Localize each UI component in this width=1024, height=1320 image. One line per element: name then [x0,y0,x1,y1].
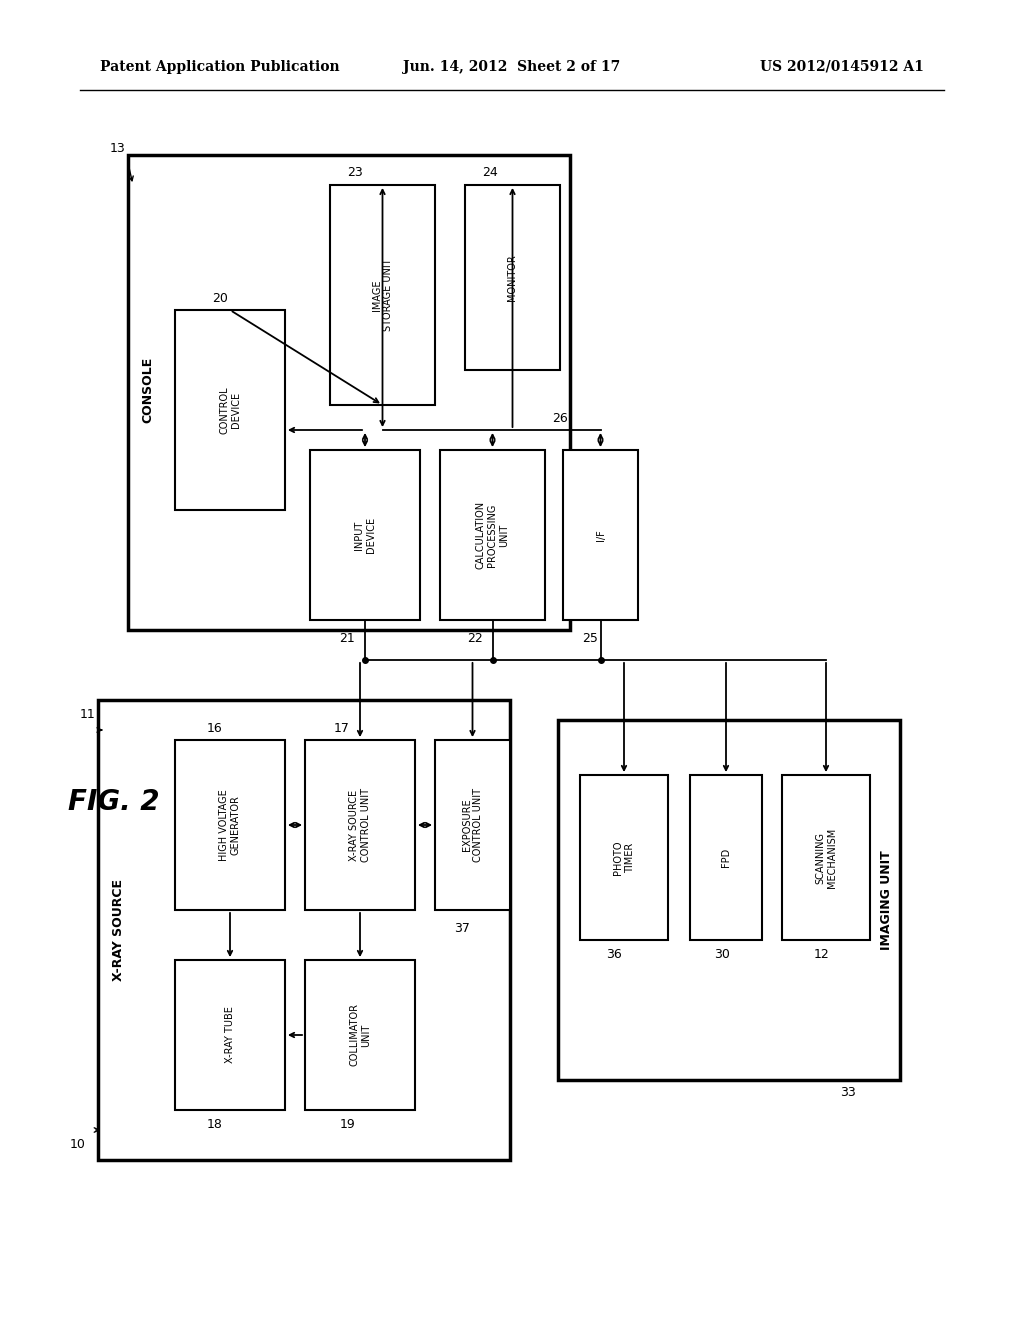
Text: CONTROL
DEVICE: CONTROL DEVICE [219,387,241,434]
Bar [310,450,420,620]
Bar [305,741,415,909]
Text: X-RAY SOURCE: X-RAY SOURCE [112,879,125,981]
Text: MONITOR: MONITOR [508,255,517,301]
Text: 19: 19 [340,1118,356,1131]
Text: 22: 22 [467,631,483,644]
Bar [175,310,285,510]
Text: 37: 37 [454,921,470,935]
Bar [690,775,762,940]
Text: 16: 16 [207,722,223,734]
Text: 10: 10 [70,1138,86,1151]
Bar [465,185,560,370]
Text: EXPOSURE
CONTROL UNIT: EXPOSURE CONTROL UNIT [462,788,483,862]
Text: X-RAY TUBE: X-RAY TUBE [225,1007,234,1064]
Text: I/F: I/F [596,529,605,541]
Bar [128,154,570,630]
Text: CALCULATION
PROCESSING
UNIT: CALCULATION PROCESSING UNIT [476,500,509,569]
Text: 25: 25 [582,631,598,644]
Text: INPUT
DEVICE: INPUT DEVICE [354,517,376,553]
Bar [440,450,545,620]
Text: 24: 24 [482,166,498,180]
Bar [435,741,510,909]
Text: IMAGE
STORAGE UNIT: IMAGE STORAGE UNIT [372,259,393,331]
Text: 17: 17 [334,722,350,734]
Text: Patent Application Publication: Patent Application Publication [100,59,340,74]
Bar [580,775,668,940]
Text: 21: 21 [339,631,355,644]
Text: HIGH VOLTAGE
GENERATOR: HIGH VOLTAGE GENERATOR [219,789,241,861]
Bar [98,700,510,1160]
Text: PHOTO
TIMER: PHOTO TIMER [613,841,635,875]
Bar [175,741,285,909]
Text: 36: 36 [606,949,622,961]
Text: 12: 12 [814,949,829,961]
Text: CONSOLE: CONSOLE [141,356,155,424]
Text: FPD: FPD [721,847,731,867]
Text: 18: 18 [207,1118,223,1131]
Text: IMAGING UNIT: IMAGING UNIT [880,850,893,950]
Text: US 2012/0145912 A1: US 2012/0145912 A1 [760,59,924,74]
Bar [558,719,900,1080]
Text: 33: 33 [840,1085,856,1098]
Bar [305,960,415,1110]
Bar [563,450,638,620]
Text: FIG. 2: FIG. 2 [68,788,160,816]
Text: 20: 20 [212,292,228,305]
Text: 30: 30 [714,949,730,961]
Text: 13: 13 [111,141,126,154]
Text: COLLIMATOR
UNIT: COLLIMATOR UNIT [349,1003,371,1067]
Text: SCANNING
MECHANISM: SCANNING MECHANISM [815,828,837,887]
Text: X-RAY SOURCE
CONTROL UNIT: X-RAY SOURCE CONTROL UNIT [349,788,371,862]
Bar [330,185,435,405]
Text: 23: 23 [347,166,362,180]
Text: Jun. 14, 2012  Sheet 2 of 17: Jun. 14, 2012 Sheet 2 of 17 [403,59,621,74]
Text: 11: 11 [80,709,96,722]
Bar [782,775,870,940]
Text: 26: 26 [552,412,568,425]
Bar [175,960,285,1110]
